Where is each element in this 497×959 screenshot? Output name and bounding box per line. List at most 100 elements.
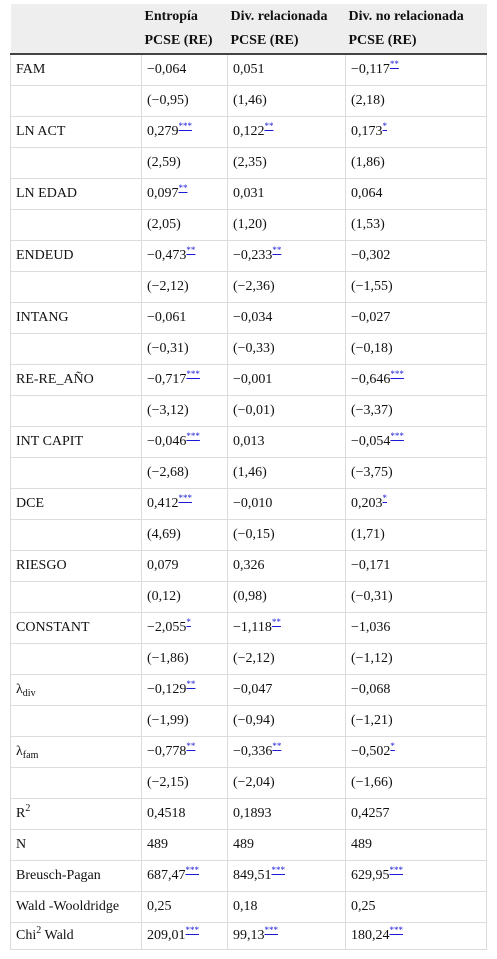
table-row: (4,69) (−0,15) (1,71) (10, 519, 487, 551)
cell-value: 99,13 (233, 928, 265, 943)
row-label: RE-RE_AÑO (10, 364, 142, 396)
cell-value: −1,036 (351, 620, 391, 635)
value-cell: −0,001 (227, 364, 346, 396)
value-cell: 0,122** (227, 116, 346, 148)
value-cell: (−2,04) (227, 767, 346, 799)
row-label-text: CONSTANT (16, 620, 90, 635)
value-cell: −0,473** (141, 240, 228, 272)
significance-link[interactable]: ** (186, 245, 196, 255)
header-empty-cell (10, 29, 142, 55)
cell-value: (−2,36) (233, 279, 275, 294)
cell-value: (−2,68) (147, 465, 189, 480)
significance-link[interactable]: * (186, 617, 191, 627)
value-cell: (−2,12) (227, 643, 346, 675)
table-row: ENDEUD −0,473** −0,233** −0,302 (10, 240, 487, 272)
value-cell: 0,031 (227, 178, 346, 210)
value-cell: −2,055* (141, 612, 228, 644)
significance-link[interactable]: ** (389, 59, 399, 69)
significance-link[interactable]: ** (271, 617, 281, 627)
value-cell: −0,233** (227, 240, 346, 272)
value-cell: −0,171 (345, 550, 487, 582)
significance-link[interactable]: ** (264, 121, 274, 131)
value-cell: 0,097** (141, 178, 228, 210)
cell-value: (−2,12) (147, 279, 189, 294)
significance-link[interactable]: * (382, 121, 388, 131)
cell-value: −0,302 (351, 248, 391, 263)
cell-value: −0,233 (233, 248, 273, 263)
row-label (10, 643, 142, 675)
cell-value: (−1,66) (351, 775, 393, 790)
significance-link[interactable]: *** (178, 121, 193, 131)
significance-link[interactable]: *** (264, 925, 279, 935)
value-cell: 99,13*** (227, 922, 346, 950)
cell-value: (−1,86) (147, 651, 189, 666)
cell-value: (−1,21) (351, 713, 393, 728)
significance-link[interactable]: *** (390, 369, 404, 379)
row-label (10, 395, 142, 427)
value-cell: 0,4257 (345, 798, 487, 830)
significance-link[interactable]: *** (185, 865, 200, 875)
row-label: INTANG (10, 302, 142, 334)
value-cell: −0,061 (141, 302, 228, 334)
value-cell: 489 (141, 829, 228, 861)
cell-value: (2,35) (233, 155, 267, 170)
significance-link[interactable]: ** (186, 679, 196, 689)
cell-value: 209,01 (147, 928, 186, 943)
significance-link[interactable]: *** (186, 431, 200, 441)
cell-value: 0,013 (233, 434, 265, 449)
cell-value: −0,117 (351, 62, 390, 77)
value-cell: −0,302 (345, 240, 487, 272)
header-col-estimator: PCSE (RE) (227, 29, 346, 55)
significance-link[interactable]: *** (389, 925, 404, 935)
table-row: FAM −0,064 0,051 −0,117** (10, 53, 487, 86)
row-label-text: RE-RE_AÑO (16, 372, 94, 387)
value-cell: (−1,86) (141, 643, 228, 675)
cell-value: 489 (351, 837, 372, 852)
table-row: Wald -Wooldridge 0,25 0,18 0,25 (10, 891, 487, 923)
significance-link[interactable]: * (390, 741, 395, 751)
cell-value: −0,034 (233, 310, 273, 325)
cell-value: (0,98) (233, 589, 267, 604)
value-cell: 0,25 (141, 891, 228, 923)
significance-link[interactable]: *** (390, 431, 404, 441)
cell-value: (−1,99) (147, 713, 189, 728)
cell-value: 849,51 (233, 868, 272, 883)
cell-value: (−0,01) (233, 403, 275, 418)
significance-link[interactable]: ** (186, 741, 196, 751)
significance-link[interactable]: *** (271, 865, 286, 875)
cell-value: 0,25 (351, 899, 376, 914)
table-row: LN ACT 0,279*** 0,122** 0,173* (10, 116, 487, 148)
header-row-titles: Entropía Div. relacionada Div. no relaci… (10, 4, 487, 29)
table-row: (2,59) (2,35) (1,86) (10, 147, 487, 179)
row-label: INT CAPIT (10, 426, 142, 458)
value-cell: (−0,95) (141, 85, 228, 117)
cell-value: 0,031 (233, 186, 265, 201)
cell-value: −1,118 (233, 620, 272, 635)
significance-link[interactable]: *** (185, 925, 200, 935)
table-row: (−1,86) (−2,12) (−1,12) (10, 643, 487, 675)
cell-value: (2,05) (147, 217, 181, 232)
value-cell: −0,502* (345, 736, 487, 768)
cell-value: 0,18 (233, 899, 258, 914)
significance-link[interactable]: *** (178, 493, 193, 503)
table-row: (−2,15) (−2,04) (−1,66) (10, 767, 487, 799)
cell-value: 0,279 (147, 124, 179, 139)
significance-link[interactable]: ** (178, 183, 188, 193)
cell-value: −0,502 (351, 744, 391, 759)
value-cell: (1,86) (345, 147, 487, 179)
row-label (10, 147, 142, 179)
cell-value: −0,778 (147, 744, 187, 759)
significance-link[interactable]: *** (186, 369, 200, 379)
table-row: (0,12) (0,98) (−0,31) (10, 581, 487, 613)
value-cell: (−2,12) (141, 271, 228, 303)
significance-link[interactable]: ** (272, 245, 282, 255)
significance-link[interactable]: *** (389, 865, 404, 875)
value-cell: 489 (345, 829, 487, 861)
value-cell: 687,47*** (141, 860, 228, 892)
header-empty-cell (10, 4, 142, 29)
value-cell: −0,064 (141, 53, 228, 86)
cell-value: 0,079 (147, 558, 179, 573)
significance-link[interactable]: ** (272, 741, 282, 751)
significance-link[interactable]: * (382, 493, 388, 503)
regression-table: Entropía Div. relacionada Div. no relaci… (10, 4, 487, 950)
